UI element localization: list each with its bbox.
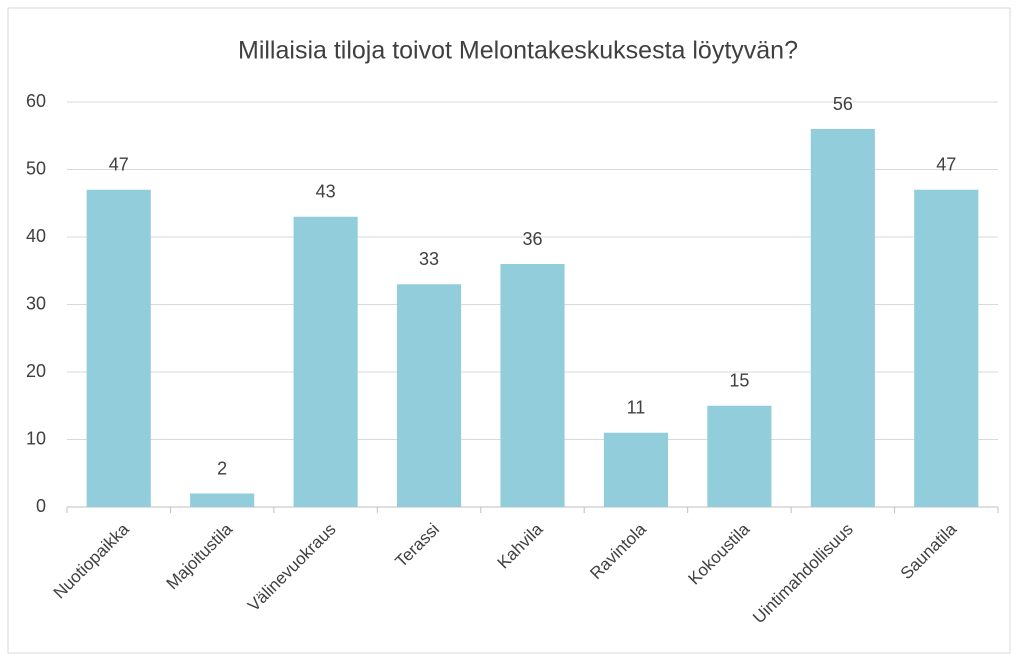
y-tick-label: 30 xyxy=(26,293,46,313)
bar xyxy=(810,129,875,507)
y-tick-label: 40 xyxy=(26,226,46,246)
value-label: 47 xyxy=(109,155,129,175)
bar xyxy=(914,189,979,507)
y-tick-label: 50 xyxy=(26,158,46,178)
value-label: 11 xyxy=(627,398,646,418)
bar xyxy=(86,189,151,507)
value-label: 15 xyxy=(729,371,749,391)
y-tick-label: 0 xyxy=(36,496,46,516)
y-tick-label: 10 xyxy=(26,428,46,448)
bar xyxy=(396,284,462,507)
value-label: 56 xyxy=(833,94,853,114)
value-label: 33 xyxy=(419,249,439,269)
bar xyxy=(293,216,358,507)
value-label: 43 xyxy=(316,182,336,202)
bar xyxy=(603,432,669,507)
bar xyxy=(190,493,255,507)
chart-title: Millaisia tiloja toivot Melontakeskukses… xyxy=(238,37,798,65)
y-tick-label: 60 xyxy=(26,91,46,111)
value-label: 36 xyxy=(522,229,542,249)
bar xyxy=(500,264,565,507)
value-label: 2 xyxy=(217,458,227,478)
value-label: 47 xyxy=(936,155,956,175)
y-tick-label: 20 xyxy=(26,361,46,381)
bar xyxy=(707,405,772,507)
